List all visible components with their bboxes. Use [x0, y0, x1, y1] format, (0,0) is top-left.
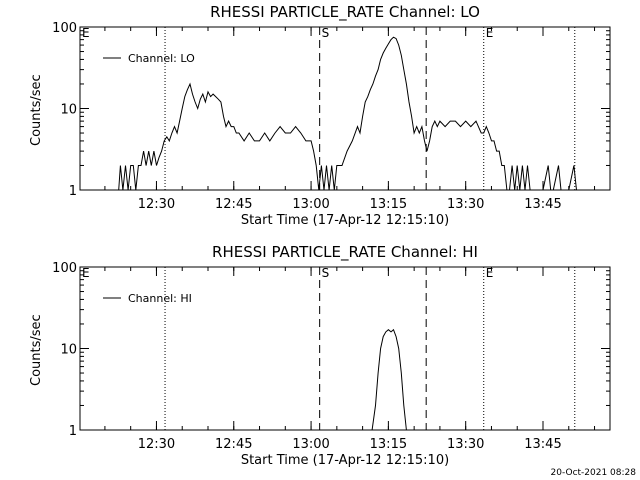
- y-tick-label-lo: 10: [60, 103, 77, 118]
- marker-label-lo: E: [486, 26, 494, 40]
- x-tick-label-hi: 13:00: [292, 437, 329, 452]
- marker-label-hi: S: [322, 266, 330, 280]
- x-tick-label-lo: 12:45: [215, 197, 252, 212]
- x-tick-label-lo: 13:45: [524, 197, 561, 212]
- legend-label-hi: Channel: HI: [128, 292, 192, 305]
- y-tick-label-hi: 1: [69, 424, 77, 439]
- marker-label-hi: E: [82, 266, 90, 280]
- legend-label-lo: Channel: LO: [128, 52, 195, 65]
- x-tick-label-hi: 12:30: [138, 437, 175, 452]
- series-line-lo: [118, 36, 577, 190]
- x-axis-label-hi: Start Time (17-Apr-12 12:15:10): [240, 453, 450, 468]
- x-tick-label-lo: 13:00: [292, 197, 329, 212]
- y-tick-label-lo: 1: [69, 184, 77, 199]
- y-tick-label-hi: 100: [52, 261, 77, 276]
- marker-label-lo: S: [322, 26, 330, 40]
- series-line-hi: [371, 328, 407, 430]
- y-tick-label-lo: 100: [52, 21, 77, 36]
- chart-title-hi: RHESSI PARTICLE_RATE Channel: HI: [212, 243, 478, 261]
- x-tick-label-hi: 13:15: [370, 437, 407, 452]
- marker-label-lo: E: [82, 26, 90, 40]
- footer-timestamp: 20-Oct-2021 08:28: [550, 468, 636, 478]
- x-tick-label-lo: 13:30: [447, 197, 484, 212]
- x-tick-label-lo: 13:15: [370, 197, 407, 212]
- x-tick-label-lo: 12:30: [138, 197, 175, 212]
- y-tick-label-hi: 10: [60, 343, 77, 358]
- x-tick-label-hi: 13:45: [524, 437, 561, 452]
- marker-label-hi: E: [486, 266, 494, 280]
- x-axis-label-lo: Start Time (17-Apr-12 12:15:10): [240, 213, 450, 228]
- x-tick-label-hi: 12:45: [215, 437, 252, 452]
- x-tick-label-hi: 13:30: [447, 437, 484, 452]
- chart-title-lo: RHESSI PARTICLE_RATE Channel: LO: [210, 3, 480, 21]
